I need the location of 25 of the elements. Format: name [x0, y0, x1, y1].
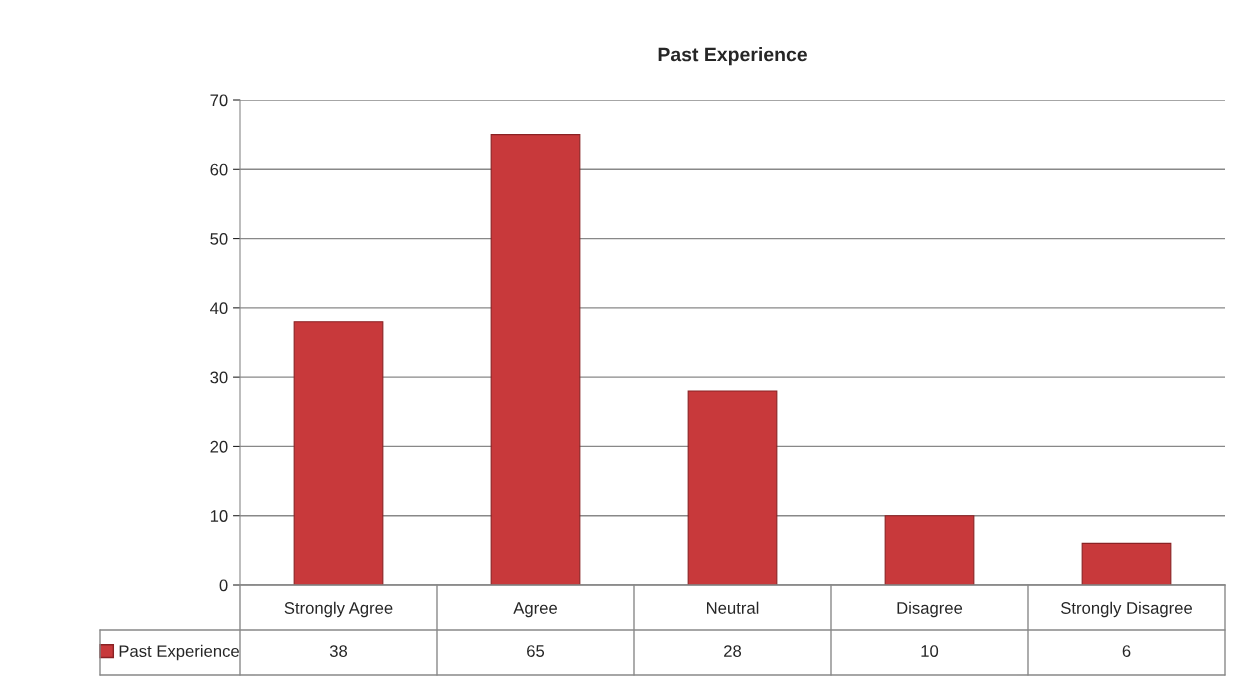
y-tick-label: 10 — [210, 510, 228, 522]
data-label: 6 — [1122, 645, 1131, 657]
bar — [884, 515, 975, 585]
x-tick-label: Neutral — [707, 601, 759, 614]
y-tick-label: 30 — [210, 371, 228, 384]
y-tick-label: 70 — [210, 94, 228, 107]
x-tick-label: Disagree — [897, 601, 963, 618]
y-tick-label: 0 — [219, 579, 228, 592]
y-tick-label: 40 — [210, 302, 228, 315]
bar — [687, 390, 778, 585]
data-label: 38 — [329, 645, 348, 657]
legend-label: Past Experience — [119, 644, 239, 661]
x-tick-label: Strongly Disagree — [1061, 601, 1192, 618]
data-label: 10 — [921, 645, 939, 657]
bar — [293, 321, 384, 585]
chart-title: Past Experience — [658, 47, 807, 66]
data-label: 65 — [527, 645, 545, 657]
y-tick-label: 50 — [210, 232, 228, 245]
y-tick-label: 20 — [210, 440, 228, 453]
x-tick-label: Agree — [513, 602, 557, 618]
x-tick-label: Strongly Agree — [284, 601, 393, 618]
bar — [1081, 542, 1172, 585]
data-label: 28 — [724, 645, 742, 657]
y-tick-label: 60 — [210, 163, 228, 176]
bar — [490, 134, 581, 585]
